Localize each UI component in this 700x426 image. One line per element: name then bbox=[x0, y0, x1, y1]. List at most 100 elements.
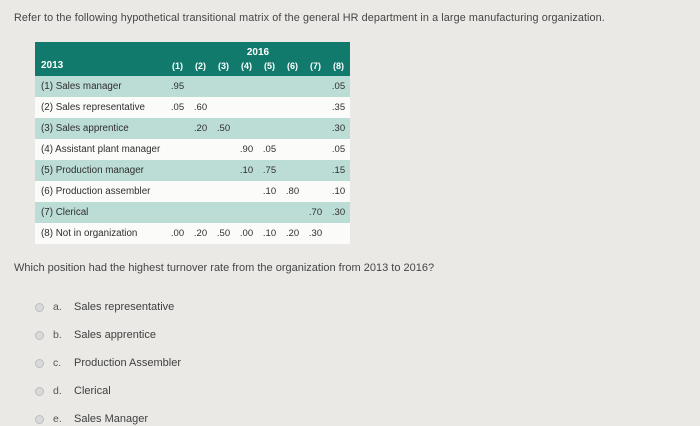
col-header-2: (2) bbox=[189, 59, 212, 76]
matrix-cell: .05 bbox=[262, 144, 277, 155]
matrix-cell: .05 bbox=[331, 144, 346, 155]
matrix-cell: .00 bbox=[239, 228, 254, 239]
radio-button[interactable] bbox=[35, 414, 44, 424]
matrix-cell bbox=[212, 97, 235, 118]
answer-option-d[interactable]: d. Clerical bbox=[35, 384, 686, 398]
col-header-3: (3) bbox=[212, 59, 235, 76]
option-label[interactable]: Sales representative bbox=[74, 301, 175, 313]
intro-text: Refer to the following hypothetical tran… bbox=[14, 12, 605, 24]
matrix-cell bbox=[258, 76, 281, 97]
col-header-8: (8) bbox=[327, 59, 350, 76]
row-label: (2) Sales representative bbox=[41, 102, 146, 113]
row-label: (7) Clerical bbox=[41, 207, 89, 218]
matrix-cell bbox=[304, 118, 327, 139]
matrix-cell bbox=[304, 76, 327, 97]
option-label[interactable]: Sales Manager bbox=[74, 413, 148, 425]
matrix-cell: .30 bbox=[331, 123, 346, 134]
col-header-1: (1) bbox=[166, 59, 189, 76]
matrix-cell bbox=[189, 76, 212, 97]
table-row: (2) Sales representative .05 .60 .35 bbox=[35, 97, 350, 118]
col-header-6: (6) bbox=[281, 59, 304, 76]
matrix-cell bbox=[166, 118, 189, 139]
radio-button[interactable] bbox=[35, 386, 44, 396]
matrix-cell bbox=[281, 118, 304, 139]
corner-cell bbox=[35, 42, 166, 59]
matrix-cell bbox=[258, 97, 281, 118]
answer-option-a[interactable]: a. Sales representative bbox=[35, 300, 686, 314]
table-row: (6) Production assembler .10 .80 .10 bbox=[35, 181, 350, 202]
matrix-cell: .75 bbox=[262, 165, 277, 176]
option-label[interactable]: Sales apprentice bbox=[74, 329, 156, 341]
answer-options: a. Sales representative b. Sales apprent… bbox=[35, 300, 686, 426]
matrix-cell bbox=[281, 139, 304, 160]
matrix-cell bbox=[166, 139, 189, 160]
matrix-cell bbox=[212, 76, 235, 97]
radio-button[interactable] bbox=[35, 302, 44, 312]
col-header-5: (5) bbox=[258, 59, 281, 76]
row-label: (5) Production manager bbox=[41, 165, 144, 176]
transition-matrix-table: 2016 2013 (1) (2) (3) (4) (5) (6) (7) (8… bbox=[35, 42, 350, 244]
matrix-cell: .00 bbox=[170, 228, 185, 239]
matrix-cell bbox=[304, 160, 327, 181]
matrix-cell: .35 bbox=[331, 102, 346, 113]
matrix-cell: .20 bbox=[193, 123, 208, 134]
row-label: (3) Sales apprentice bbox=[41, 123, 129, 134]
row-label: (8) Not in organization bbox=[41, 228, 138, 239]
matrix-cell bbox=[212, 181, 235, 202]
matrix-cell bbox=[304, 97, 327, 118]
matrix-cell bbox=[235, 76, 258, 97]
matrix-cell bbox=[258, 118, 281, 139]
matrix-cell bbox=[235, 202, 258, 223]
option-key: e. bbox=[53, 413, 62, 425]
matrix-cell bbox=[189, 160, 212, 181]
row-label: (4) Assistant plant manager bbox=[41, 144, 161, 155]
col-header-4: (4) bbox=[235, 59, 258, 76]
matrix-cell: .95 bbox=[170, 81, 185, 92]
table-row: (1) Sales manager .95 .05 bbox=[35, 76, 350, 97]
matrix-cell: .60 bbox=[193, 102, 208, 113]
matrix-cell: .10 bbox=[239, 165, 254, 176]
matrix-cell: .05 bbox=[170, 102, 185, 113]
answer-option-e[interactable]: e. Sales Manager bbox=[35, 412, 686, 426]
radio-button[interactable] bbox=[35, 358, 44, 368]
option-key: d. bbox=[53, 385, 62, 397]
option-label[interactable]: Production Assembler bbox=[74, 357, 181, 369]
matrix-cell bbox=[327, 223, 350, 244]
matrix-cell: .30 bbox=[331, 207, 346, 218]
row-label: (6) Production assembler bbox=[41, 186, 151, 197]
matrix-cell: .20 bbox=[193, 228, 208, 239]
matrix-cell bbox=[304, 139, 327, 160]
matrix-cell bbox=[212, 160, 235, 181]
matrix-cell: .50 bbox=[216, 228, 231, 239]
matrix-cell bbox=[281, 97, 304, 118]
year-2016-header: 2016 bbox=[166, 42, 350, 59]
matrix-cell bbox=[281, 202, 304, 223]
matrix-cell: .10 bbox=[331, 186, 346, 197]
matrix-cell: .30 bbox=[308, 228, 323, 239]
matrix-cell: .50 bbox=[216, 123, 231, 134]
question-text: Which position had the highest turnover … bbox=[14, 262, 435, 274]
answer-option-b[interactable]: b. Sales apprentice bbox=[35, 328, 686, 342]
matrix-cell bbox=[189, 139, 212, 160]
matrix-cell bbox=[166, 160, 189, 181]
table-row: (8) Not in organization .00 .20 .50 .00 … bbox=[35, 223, 350, 244]
matrix-cell bbox=[235, 118, 258, 139]
matrix-cell bbox=[235, 97, 258, 118]
option-label[interactable]: Clerical bbox=[74, 385, 111, 397]
table-row: (7) Clerical .70 .30 bbox=[35, 202, 350, 223]
matrix-cell: .10 bbox=[262, 228, 277, 239]
matrix-cell bbox=[189, 181, 212, 202]
radio-button[interactable] bbox=[35, 330, 44, 340]
matrix-cell bbox=[212, 139, 235, 160]
option-key: a. bbox=[53, 301, 62, 313]
matrix-cell: .15 bbox=[331, 165, 346, 176]
matrix-cell bbox=[281, 160, 304, 181]
matrix-cell: .05 bbox=[331, 81, 346, 92]
table-row: (5) Production manager .10 .75 .15 bbox=[35, 160, 350, 181]
matrix-cell: .10 bbox=[262, 186, 277, 197]
matrix-cell bbox=[258, 202, 281, 223]
year-header-row: 2016 bbox=[35, 42, 350, 59]
answer-option-c[interactable]: c. Production Assembler bbox=[35, 356, 686, 370]
option-key: c. bbox=[53, 357, 62, 369]
